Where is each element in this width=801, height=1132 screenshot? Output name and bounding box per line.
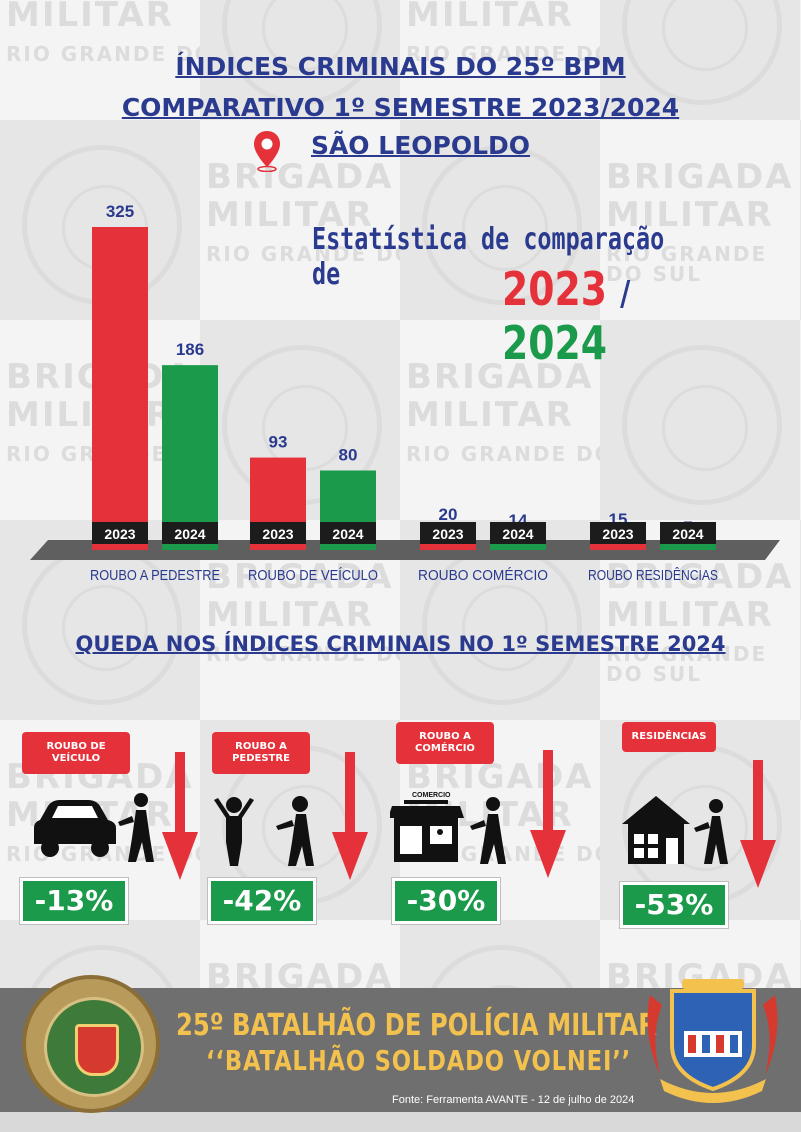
watermark-text: BRIGADA	[406, 757, 594, 797]
title-line-1: ÍNDICES CRIMINAIS DO 25º BPM	[175, 52, 626, 81]
watermark-text: MILITAR	[406, 0, 574, 35]
stat-year-separator: /	[620, 274, 631, 314]
year-label-bg	[490, 522, 546, 544]
indicator-roubo-pedestre: ROUBO A PEDESTRE -42%	[200, 732, 390, 972]
indicator-label: ROUBO DE VEÍCULO	[22, 732, 130, 774]
house-robbery-icon	[622, 796, 728, 864]
seal-shield	[75, 1024, 119, 1076]
down-arrow-icon	[332, 752, 368, 880]
year-label: 2023	[104, 526, 135, 542]
indicator-percent: -42%	[208, 878, 316, 924]
category-label: ROUBO DE VEÍCULO	[248, 567, 378, 584]
indicator-residencias: RESIDÊNCIAS -53%	[614, 722, 801, 962]
year-label: 2023	[432, 526, 463, 542]
year-label: 2024	[174, 526, 205, 542]
year-label-bg	[320, 522, 376, 544]
brigada-militar-seal-icon	[22, 975, 160, 1113]
watermark-text: RIO GRANDE DO SUL	[606, 642, 768, 686]
stat-year-a: 2023	[502, 262, 607, 316]
year-label-bg	[420, 522, 476, 544]
down-arrow-icon	[740, 760, 776, 888]
indicator-percent: -53%	[620, 882, 728, 928]
queda-title: QUEDA NOS ÍNDICES CRIMINAIS NO 1º SEMEST…	[75, 632, 726, 656]
category-label: ROUBO COMÉRCIO	[418, 567, 548, 584]
year-label-bg	[590, 522, 646, 544]
category-label: ROUBO RESIDÊNCIAS	[588, 567, 718, 584]
watermark-text: BRIGADA	[206, 557, 394, 597]
year-label-bg	[92, 522, 148, 544]
bar-2023	[92, 227, 148, 550]
stat-years: 2023 / 2024	[502, 262, 747, 370]
year-label-bg	[660, 522, 716, 544]
year-label: 2024	[502, 526, 533, 542]
watermark-text: MILITAR	[6, 0, 174, 35]
category-label: ROUBO A PEDESTRE	[90, 567, 220, 584]
watermark-tile	[400, 320, 600, 520]
location-pin-icon	[254, 131, 280, 172]
watermark-text: BRIGADA	[606, 557, 794, 597]
watermark-text: BRIGADA	[406, 357, 594, 397]
watermark-tile	[200, 120, 400, 320]
year-label-bg	[162, 522, 218, 544]
footer-band	[0, 1112, 801, 1132]
25-bpm-crest-icon	[647, 979, 778, 1103]
year-label: 2024	[672, 526, 703, 542]
location-name: SÃO LEOPOLDO	[20, 131, 801, 160]
year-label-bg	[250, 522, 306, 544]
pedestrian-robbery-icon	[214, 796, 314, 866]
watermark-text: MILITAR	[206, 595, 374, 635]
watermark-text: MILITAR	[606, 595, 774, 635]
shop-sign: COMERCIO	[412, 792, 451, 799]
watermark-text: BRIGADA	[206, 157, 394, 197]
year-label: 2023	[602, 526, 633, 542]
stat-year-b: 2024	[502, 316, 607, 370]
shop-robbery-icon: COMERCIO	[390, 792, 506, 864]
down-arrow-icon	[530, 750, 566, 878]
data-label: 80	[339, 445, 358, 464]
data-label: 93	[269, 433, 288, 452]
watermark-text: MILITAR	[206, 195, 374, 235]
indicator-label: RESIDÊNCIAS	[622, 722, 716, 752]
data-label: 186	[176, 340, 204, 359]
seal-center	[44, 997, 144, 1097]
watermark-text: MILITAR	[606, 195, 774, 235]
year-label: 2023	[262, 526, 293, 542]
watermark-tile	[0, 0, 200, 120]
data-label: 20	[439, 505, 458, 524]
indicator-label: ROUBO A PEDESTRE	[212, 732, 310, 774]
bar-2024	[660, 543, 716, 550]
indicator-roubo-comercio: ROUBO A COMÉRCIO COMERCIO -30%	[384, 722, 574, 962]
stat-heading: Estatística de comparação de	[312, 222, 665, 292]
indicator-percent: -13%	[20, 878, 128, 924]
watermark-text: MILITAR	[406, 395, 574, 435]
car-robbery-icon	[34, 793, 154, 862]
data-label: 325	[106, 202, 134, 221]
indicator-roubo-veiculo: ROUBO DE VEÍCULO -13%	[14, 732, 204, 972]
watermark-tile	[600, 120, 800, 320]
indicator-label: ROUBO A COMÉRCIO	[396, 722, 494, 764]
watermark-seal	[622, 345, 782, 505]
watermark-tile	[400, 0, 600, 120]
location-label: SÃO LEOPOLDO	[310, 131, 531, 160]
watermark-text: BRIGADA	[606, 157, 794, 197]
footer-line-1: 25º BATALHÃO DE POLÍCIA MILITAR	[176, 1008, 657, 1043]
comparison-bar-chart: 325 2023 186 2024 ROUBO A PEDESTRE 93 2023 80 20…	[30, 202, 780, 584]
bar-2024	[162, 365, 218, 550]
footer-line-2: ‘‘BATALHÃO SOLDADO VOLNEI’’	[206, 1044, 632, 1077]
watermark-seal	[422, 145, 582, 305]
indicator-percent: -30%	[392, 878, 500, 924]
down-arrow-icon	[162, 752, 198, 880]
source-note: Fonte: Ferramenta AVANTE - 12 de julho d…	[392, 1094, 635, 1106]
title-line-2: COMPARATIVO 1º SEMESTRE 2023/2024	[121, 93, 680, 122]
watermark-text: RIO GRANDE DO SUL	[606, 242, 768, 286]
year-label: 2024	[332, 526, 363, 542]
